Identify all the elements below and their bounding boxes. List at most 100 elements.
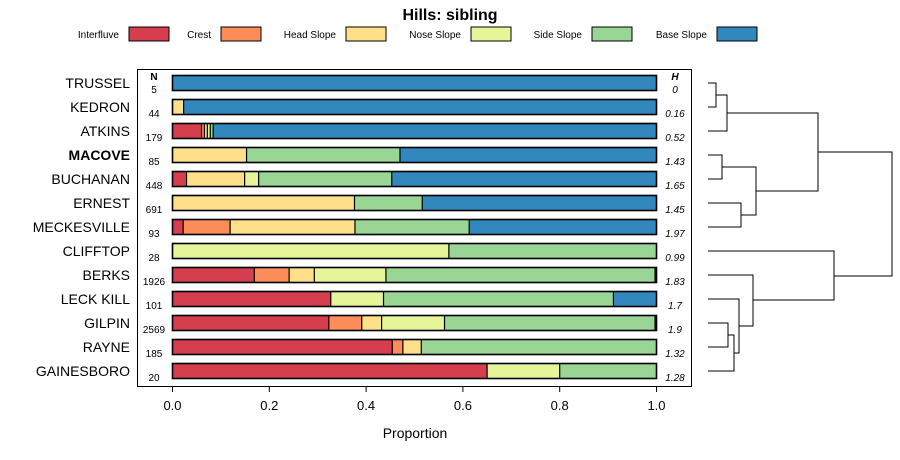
bar-segment (172, 75, 657, 91)
bar-outline (171, 266, 658, 284)
bar-segment (328, 315, 362, 331)
bar-segment (613, 291, 657, 307)
bar-segment (172, 315, 329, 331)
legend-swatch (591, 26, 633, 42)
bar-segment (183, 219, 231, 235)
legend-label: Crest (187, 30, 211, 41)
bar-segment (361, 315, 382, 331)
bar-segment (172, 123, 202, 139)
bar-segment (172, 267, 255, 283)
dendrogram-branch (708, 334, 735, 372)
bar-outline (171, 242, 658, 260)
dendrogram-branch (722, 166, 757, 216)
bar-segment (204, 123, 208, 139)
bar-segment (381, 315, 445, 331)
h-value: 0.16 (665, 109, 685, 120)
bar-segment (258, 171, 392, 187)
bar-segment (354, 195, 423, 211)
bar-outline (171, 194, 658, 212)
bar-segment (421, 339, 657, 355)
row-label: ATKINS (80, 123, 130, 139)
row-label: LECK KILL (61, 291, 130, 307)
bar-segment (354, 219, 470, 235)
bar-segment (385, 267, 656, 283)
bar-segment (422, 195, 657, 211)
row-label: BUCHANAN (51, 171, 130, 187)
legend-label: Side Slope (534, 30, 583, 41)
dendrogram (708, 82, 893, 372)
bar-segment (254, 267, 290, 283)
row-label: TRUSSEL (65, 75, 130, 91)
row-label: MECKESVILLE (33, 219, 130, 235)
x-tick-label: 0.0 (163, 398, 181, 413)
bar-segment (207, 123, 211, 139)
bar-outline (171, 74, 658, 92)
bar-outline (171, 122, 658, 140)
x-tick-label: 0.2 (260, 398, 278, 413)
n-value: 101 (146, 301, 163, 312)
legend-swatch (128, 26, 170, 42)
row-label: BERKS (83, 267, 130, 283)
bar-segment (399, 147, 657, 163)
legend: Interfluve Crest Head Slope Nose Slope Side … (78, 26, 758, 42)
bar-segment (383, 291, 614, 307)
legend-swatch (716, 26, 758, 42)
bar-outline (171, 170, 658, 188)
bar-outline (171, 290, 658, 308)
plot-area: N H TRUSSEL 5 0 KEDRON 44 0.16 ATKINS 179 0.52 MACO… (33, 69, 692, 413)
bar-segment (172, 195, 355, 211)
x-tick-label: 0.6 (454, 398, 472, 413)
bar-segment (402, 339, 422, 355)
bar-segment (487, 363, 560, 379)
x-tick-label: 0.8 (551, 398, 569, 413)
dendrogram-branch (708, 202, 742, 228)
bar-segment (448, 243, 657, 259)
bar-segment (172, 291, 331, 307)
row-label: KEDRON (70, 99, 130, 115)
n-value: 44 (148, 109, 160, 120)
bar-segment (444, 315, 656, 331)
n-value: 85 (148, 157, 160, 168)
bar-segment (172, 243, 449, 259)
h-value: 1.97 (665, 229, 685, 240)
n-value: 2569 (143, 325, 166, 336)
h-value: 1.9 (668, 325, 682, 336)
bar-outline (171, 338, 658, 356)
plot-frame (137, 69, 692, 387)
bar-segment (330, 291, 384, 307)
n-value: 179 (146, 133, 163, 144)
legend-label: Interfluve (78, 30, 120, 41)
n-value: 20 (148, 373, 160, 384)
dendrogram-branch (708, 82, 717, 108)
n-column-header: N (150, 72, 157, 83)
bar-segment (172, 363, 488, 379)
h-value: 1.32 (665, 349, 685, 360)
chart-title: Hills: sibling (402, 7, 497, 24)
bar-outline (171, 146, 658, 164)
row-label: CLIFFTOP (63, 243, 130, 259)
row-label: GILPIN (84, 315, 130, 331)
legend-label: Base Slope (656, 30, 708, 41)
n-value: 185 (146, 349, 163, 360)
bar-segment (391, 171, 657, 187)
bar-outline (171, 98, 658, 116)
bar-segment (289, 267, 315, 283)
row-label: ERNEST (73, 195, 130, 211)
bar-segment (314, 267, 386, 283)
n-value: 448 (146, 181, 163, 192)
n-value: 93 (148, 229, 160, 240)
bar-outline (171, 362, 658, 380)
h-value: 1.28 (665, 373, 685, 384)
bar-segment (559, 363, 657, 379)
row-label: RAYNE (83, 339, 130, 355)
legend-swatch (220, 26, 262, 42)
bar-segment (183, 99, 657, 115)
bar-segment (213, 123, 657, 139)
bar-segment (392, 339, 403, 355)
dendrogram-branch (708, 94, 728, 132)
bar-segment (210, 123, 214, 139)
h-column-header: H (671, 72, 679, 83)
n-value: 691 (146, 205, 163, 216)
x-tick-label: 1.0 (647, 398, 665, 413)
